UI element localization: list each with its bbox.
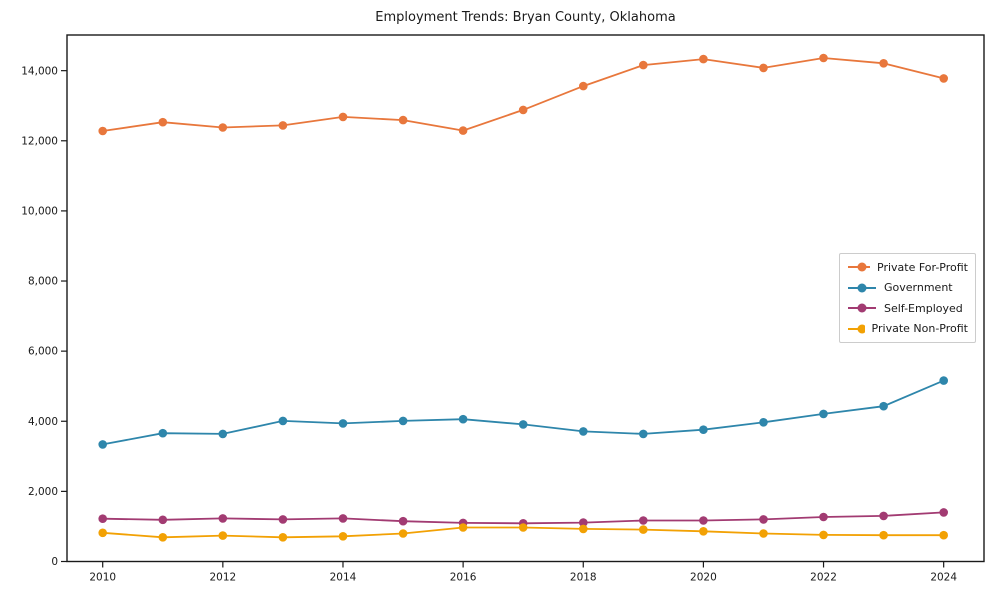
data-point-self-employed-2014 bbox=[338, 514, 348, 523]
data-point-private-for-profit-2016 bbox=[458, 126, 468, 135]
y-tick-label: 2,000 bbox=[28, 486, 58, 498]
y-tick-label: 14,000 bbox=[21, 65, 58, 77]
y-tick-label: 4,000 bbox=[28, 416, 58, 428]
data-point-private-for-profit-2010 bbox=[98, 126, 107, 136]
legend-dot-icon bbox=[857, 303, 867, 313]
legend-dot-icon bbox=[857, 283, 867, 293]
x-tick-label: 2020 bbox=[690, 572, 717, 584]
y-tick-label: 10,000 bbox=[21, 206, 58, 218]
legend-label: Self-Employed bbox=[884, 301, 963, 315]
legend-item: Government bbox=[847, 281, 968, 294]
series-line-government bbox=[102, 379, 945, 446]
data-point-private-non-profit-2018 bbox=[579, 524, 588, 534]
series-line-private-for-profit bbox=[102, 57, 944, 132]
data-point-private-for-profit-2015 bbox=[398, 115, 408, 125]
data-point-private-for-profit-2019 bbox=[639, 60, 648, 70]
data-point-government-2010 bbox=[98, 440, 107, 449]
data-point-self-employed-2021 bbox=[759, 515, 768, 524]
data-point-self-employed-2010 bbox=[98, 514, 107, 523]
data-point-private-non-profit-2016 bbox=[458, 523, 468, 532]
legend-label: Private For-Profit bbox=[877, 260, 968, 274]
data-point-private-non-profit-2020 bbox=[699, 527, 708, 536]
y-tick-label: 12,000 bbox=[21, 135, 58, 147]
data-point-private-non-profit-2010 bbox=[98, 528, 107, 538]
data-point-private-non-profit-2023 bbox=[879, 530, 888, 540]
data-point-private-non-profit-2014 bbox=[338, 532, 348, 541]
data-point-self-employed-2019 bbox=[639, 516, 648, 525]
data-point-private-for-profit-2011 bbox=[158, 117, 168, 127]
data-point-private-for-profit-2012 bbox=[218, 123, 228, 132]
data-point-self-employed-2015 bbox=[398, 516, 408, 526]
legend-item: Private For-Profit bbox=[847, 261, 968, 274]
data-point-self-employed-2011 bbox=[158, 515, 168, 525]
data-point-government-2024 bbox=[939, 376, 948, 385]
data-point-government-2014 bbox=[338, 419, 348, 428]
data-point-self-employed-2020 bbox=[699, 516, 708, 525]
data-point-self-employed-2024 bbox=[939, 508, 948, 517]
legend-dot-icon bbox=[857, 262, 867, 272]
data-point-private-for-profit-2020 bbox=[699, 54, 708, 64]
y-tick-label: 6,000 bbox=[28, 346, 58, 358]
x-tick-label: 2012 bbox=[209, 572, 236, 584]
data-point-self-employed-2023 bbox=[879, 511, 888, 521]
x-tick-label: 2016 bbox=[450, 572, 477, 584]
data-point-self-employed-2022 bbox=[819, 512, 828, 522]
data-point-private-non-profit-2012 bbox=[218, 531, 228, 540]
data-point-government-2012 bbox=[218, 429, 228, 439]
data-point-private-non-profit-2015 bbox=[398, 529, 408, 538]
data-point-self-employed-2012 bbox=[218, 514, 228, 523]
data-point-private-for-profit-2024 bbox=[939, 74, 948, 83]
data-point-government-2022 bbox=[819, 409, 828, 419]
data-point-self-employed-2013 bbox=[278, 515, 288, 524]
data-point-private-non-profit-2011 bbox=[158, 533, 168, 542]
data-point-government-2017 bbox=[518, 420, 528, 429]
data-point-private-non-profit-2022 bbox=[819, 530, 828, 540]
legend: Private For-Profit Government Self-Employe… bbox=[839, 253, 976, 343]
legend-item: Self-Employed bbox=[847, 302, 968, 315]
y-tick-label: 0 bbox=[51, 556, 58, 568]
data-point-private-for-profit-2013 bbox=[278, 121, 288, 130]
data-point-private-non-profit-2013 bbox=[278, 533, 288, 542]
data-point-private-for-profit-2014 bbox=[338, 112, 348, 122]
data-point-government-2018 bbox=[579, 427, 588, 436]
data-point-private-for-profit-2018 bbox=[579, 81, 588, 91]
legend-dot-icon bbox=[857, 324, 865, 334]
data-point-private-non-profit-2021 bbox=[759, 529, 768, 538]
data-point-private-non-profit-2017 bbox=[518, 523, 528, 532]
x-tick-label: 2022 bbox=[810, 572, 837, 584]
legend-label: Private Non-Profit bbox=[871, 322, 968, 336]
legend-marker-icon bbox=[848, 262, 870, 272]
axes-frame bbox=[66, 34, 985, 563]
x-tick-label: 2018 bbox=[570, 572, 597, 584]
legend-marker-icon bbox=[848, 324, 865, 334]
legend-marker-icon bbox=[848, 303, 876, 313]
data-point-private-non-profit-2024 bbox=[939, 530, 948, 540]
data-point-government-2011 bbox=[158, 428, 168, 438]
y-tick-label: 8,000 bbox=[28, 276, 58, 288]
x-tick-label: 2010 bbox=[89, 572, 116, 584]
data-point-government-2023 bbox=[879, 401, 888, 411]
data-point-self-employed-2018 bbox=[579, 518, 588, 527]
data-point-government-2020 bbox=[699, 425, 708, 435]
legend-item: Private Non-Profit bbox=[847, 322, 968, 335]
data-point-government-2021 bbox=[759, 418, 768, 427]
data-point-private-for-profit-2017 bbox=[518, 105, 528, 115]
data-point-government-2013 bbox=[278, 416, 288, 426]
data-point-private-for-profit-2022 bbox=[819, 53, 828, 63]
x-tick-label: 2024 bbox=[930, 572, 957, 584]
data-point-government-2016 bbox=[458, 414, 468, 424]
legend-label: Government bbox=[884, 281, 953, 295]
data-point-private-for-profit-2021 bbox=[759, 63, 768, 73]
data-point-government-2015 bbox=[398, 416, 408, 426]
data-point-private-non-profit-2019 bbox=[639, 525, 648, 534]
data-point-private-for-profit-2023 bbox=[879, 59, 888, 68]
data-point-government-2019 bbox=[639, 429, 648, 439]
legend-marker-icon bbox=[848, 283, 876, 293]
chart-title: Employment Trends: Bryan County, Oklahom… bbox=[375, 10, 676, 25]
x-tick-label: 2014 bbox=[330, 572, 357, 584]
